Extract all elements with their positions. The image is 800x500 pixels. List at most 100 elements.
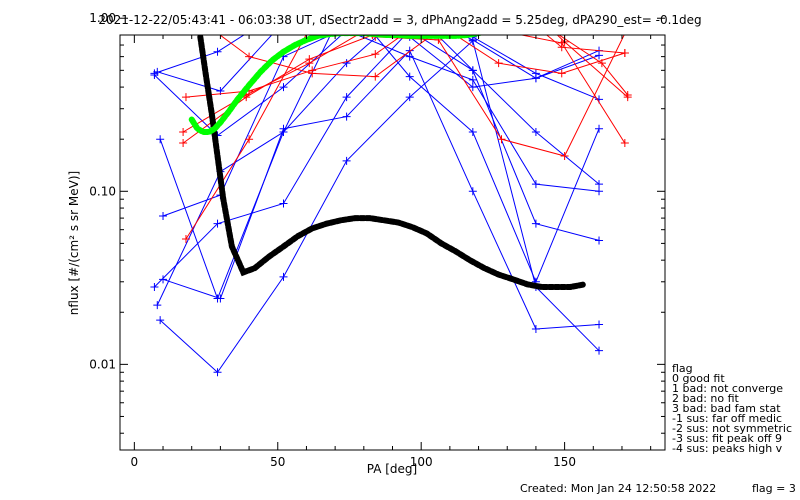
data-point (371, 72, 380, 81)
data-point (595, 236, 604, 245)
data-point (595, 180, 604, 189)
series-layer (150, 0, 632, 377)
data-point (279, 199, 288, 208)
legend-item: 3 bad: bad fam stat (672, 402, 781, 415)
data-point (434, 26, 442, 34)
data-point (495, 26, 503, 34)
legend-title: flag (672, 362, 693, 375)
data-point (342, 112, 351, 121)
data-point (494, 59, 503, 68)
x-tick-label: 150 (553, 455, 576, 469)
data-point (468, 66, 477, 75)
data-point (595, 124, 604, 133)
data-point (279, 128, 288, 137)
data-point (406, 26, 414, 34)
data-point (468, 75, 477, 84)
flag-legend: flag 0 good fit 1 bad: not converge 2 ba… (672, 362, 792, 455)
data-point (371, 50, 380, 59)
data-point (279, 83, 288, 92)
green-fit-curve (188, 35, 484, 135)
data-point (624, 26, 632, 34)
x-tick-label: 0 (131, 455, 139, 469)
series-line (182, 35, 625, 133)
y-tick-label: 1.00 (89, 11, 116, 25)
data-point (468, 36, 477, 45)
data-point (213, 219, 222, 228)
flag-value: flag = 3 (752, 482, 796, 495)
legend-item: -3 sus: fit peak off 9 (672, 432, 782, 445)
data-point (308, 66, 317, 75)
data-point (343, 26, 351, 34)
data-point (342, 59, 351, 68)
data-point (343, 0, 351, 5)
data-point (405, 93, 414, 102)
chart-title: 2021-12-22/05:43:41 - 06:03:38 UT, dSect… (98, 13, 701, 27)
data-point (405, 52, 414, 61)
data-point (179, 128, 188, 137)
y-tick-label: 0.01 (89, 357, 116, 371)
fit-layer (188, 35, 588, 290)
series-line (558, 35, 629, 96)
data-point (595, 346, 604, 355)
series-line (157, 35, 600, 92)
legend-item: 0 good fit (672, 372, 725, 385)
data-point (179, 139, 188, 148)
data-point (305, 59, 314, 68)
y-axis-label: nflux [#/(cm² s sr MeV)] (67, 171, 81, 315)
data-point (153, 301, 162, 310)
data-point (342, 93, 351, 102)
x-tick-label: 100 (410, 455, 433, 469)
black-fit-curve (197, 35, 588, 290)
data-point (531, 128, 540, 137)
created-timestamp: Created: Mon Jan 24 12:50:58 2022 (520, 482, 716, 495)
y-tick-label: 0.10 (89, 184, 116, 198)
legend-item: -4 sus: peaks high v (672, 442, 783, 455)
x-axis-label: PA [deg] (367, 462, 417, 476)
data-point (531, 180, 540, 189)
data-point (620, 48, 629, 57)
legend-item: 2 bad: no fit (672, 392, 740, 405)
x-tick-label: 50 (270, 455, 285, 469)
legend-item: -1 sus: far off medic (672, 412, 782, 425)
data-point (245, 135, 254, 144)
data-point (405, 72, 414, 81)
series-line (159, 39, 600, 374)
legend-item: -2 sus: not symmetric (672, 422, 792, 435)
data-point (342, 156, 351, 165)
series-line (154, 35, 600, 192)
data-point (531, 219, 540, 228)
data-point (468, 187, 477, 196)
data-point (150, 282, 159, 291)
data-point (468, 83, 477, 92)
data-point (159, 275, 168, 284)
data-point (623, 91, 632, 100)
series-line (219, 35, 629, 98)
data-point (595, 51, 604, 60)
data-point (216, 294, 225, 303)
data-point (156, 316, 165, 325)
data-point (597, 59, 606, 68)
data-point (531, 325, 540, 334)
data-point (156, 135, 165, 144)
data-point (560, 151, 569, 160)
data-point (497, 135, 506, 144)
data-point (279, 272, 288, 281)
data-point (181, 235, 190, 244)
axes: 0 50 100 150 0.01 0.10 1.00 (89, 11, 665, 469)
data-point (468, 128, 477, 137)
data-point (595, 187, 604, 196)
data-point (213, 47, 222, 56)
data-point (557, 69, 566, 78)
data-point (213, 368, 222, 377)
data-point (368, 35, 377, 39)
series-line (162, 49, 600, 330)
data-point (595, 320, 604, 329)
data-point (245, 52, 254, 61)
data-point (620, 139, 629, 148)
series-line (162, 35, 600, 217)
data-point (159, 211, 168, 220)
data-point (557, 43, 566, 52)
data-point (531, 74, 540, 83)
plot-frame (119, 34, 666, 451)
